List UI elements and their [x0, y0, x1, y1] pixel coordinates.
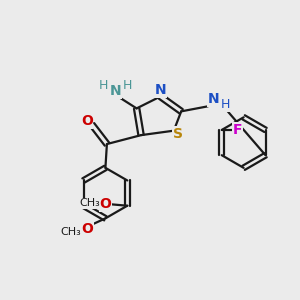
Text: O: O [100, 197, 112, 211]
Text: H: H [220, 98, 230, 111]
Text: CH₃: CH₃ [60, 227, 81, 237]
Text: O: O [81, 114, 93, 128]
Text: S: S [172, 127, 183, 141]
Text: N: N [208, 92, 220, 106]
Text: N: N [154, 83, 166, 97]
Text: H: H [122, 79, 132, 92]
Text: H: H [99, 79, 108, 92]
Text: N: N [110, 84, 121, 98]
Text: F: F [233, 123, 242, 137]
Text: O: O [82, 222, 94, 236]
Text: CH₃: CH₃ [79, 198, 100, 208]
